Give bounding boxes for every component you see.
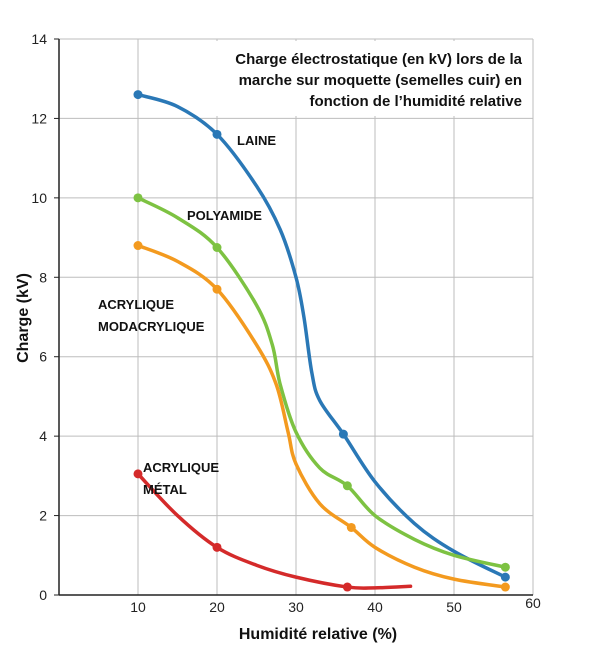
series-line-laine [136,92,508,579]
data-point-laine [212,129,222,139]
y-tick-label: 8 [39,269,47,285]
data-point-polyamide [500,562,510,572]
x-tick-label: 10 [130,599,146,615]
x-tick-label: 20 [209,599,225,615]
series-label-acrylique-modacrylique: MODACRYLIQUE [98,319,205,334]
data-point-laine [133,90,143,100]
data-point-acrylique-modacrylique [346,522,356,532]
y-tick-label: 4 [39,428,47,444]
title-box [212,41,532,116]
x-tick-label: 60 [525,595,541,611]
series-label-polyamide: POLYAMIDE [187,208,262,223]
y-tick-label: 10 [31,190,47,206]
data-point-acrylique-modacrylique [212,284,222,294]
y-tick-label: 14 [31,31,47,47]
y-tick-label: 12 [31,110,47,126]
axes: 10 20 30 40 50 60 0 2 4 6 8 10 12 14 [31,31,541,615]
series-label-laine: LAINE [237,133,276,148]
series-label-acrylique-modacrylique: ACRYLIQUE [98,297,174,312]
data-point-polyamide [212,243,222,252]
data-point-laine [500,572,510,582]
data-point-laine [338,429,348,439]
series-line-acrylique-modacrylique [136,243,508,589]
x-tick-label: 50 [446,599,462,615]
y-tick-label: 0 [39,587,47,603]
data-point-acrylique-modacrylique [133,241,143,251]
y-tick-label: 2 [39,508,47,524]
y-tick-label: 6 [39,349,47,365]
data-point-acrylique-modacrylique [500,582,510,592]
x-axis-label: Humidité relative (%) [239,626,397,643]
chart-title-line-1: Charge électrostatique (en kV) lors de l… [235,51,522,68]
series-label-acrylique-m-tal: ACRYLIQUE [143,460,219,475]
x-tick-label: 40 [367,599,383,615]
series-label-acrylique-m-tal: MÉTAL [143,482,187,497]
grid [59,38,534,595]
series-labels: LAINE POLYAMIDE ACRYLIQUE MODACRYLIQUE ACRYL… [98,133,276,497]
data-point-acrylique-m-tal [212,542,222,552]
series-line-acrylique-m-tal [136,472,413,590]
y-axis-label: Charge (kV) [15,273,32,363]
series-line-polyamide [136,196,508,569]
chart-title-line-3: fonction de l’humidité relative [309,93,522,110]
data-point-acrylique-m-tal [133,469,143,479]
chart-title-line-2: marche sur moquette (semelles cuir) en [239,72,522,89]
data-point-polyamide [133,193,143,203]
x-tick-label: 30 [288,599,304,615]
data-point-acrylique-m-tal [342,582,352,592]
data-point-polyamide [342,481,352,491]
series-group [133,90,510,592]
